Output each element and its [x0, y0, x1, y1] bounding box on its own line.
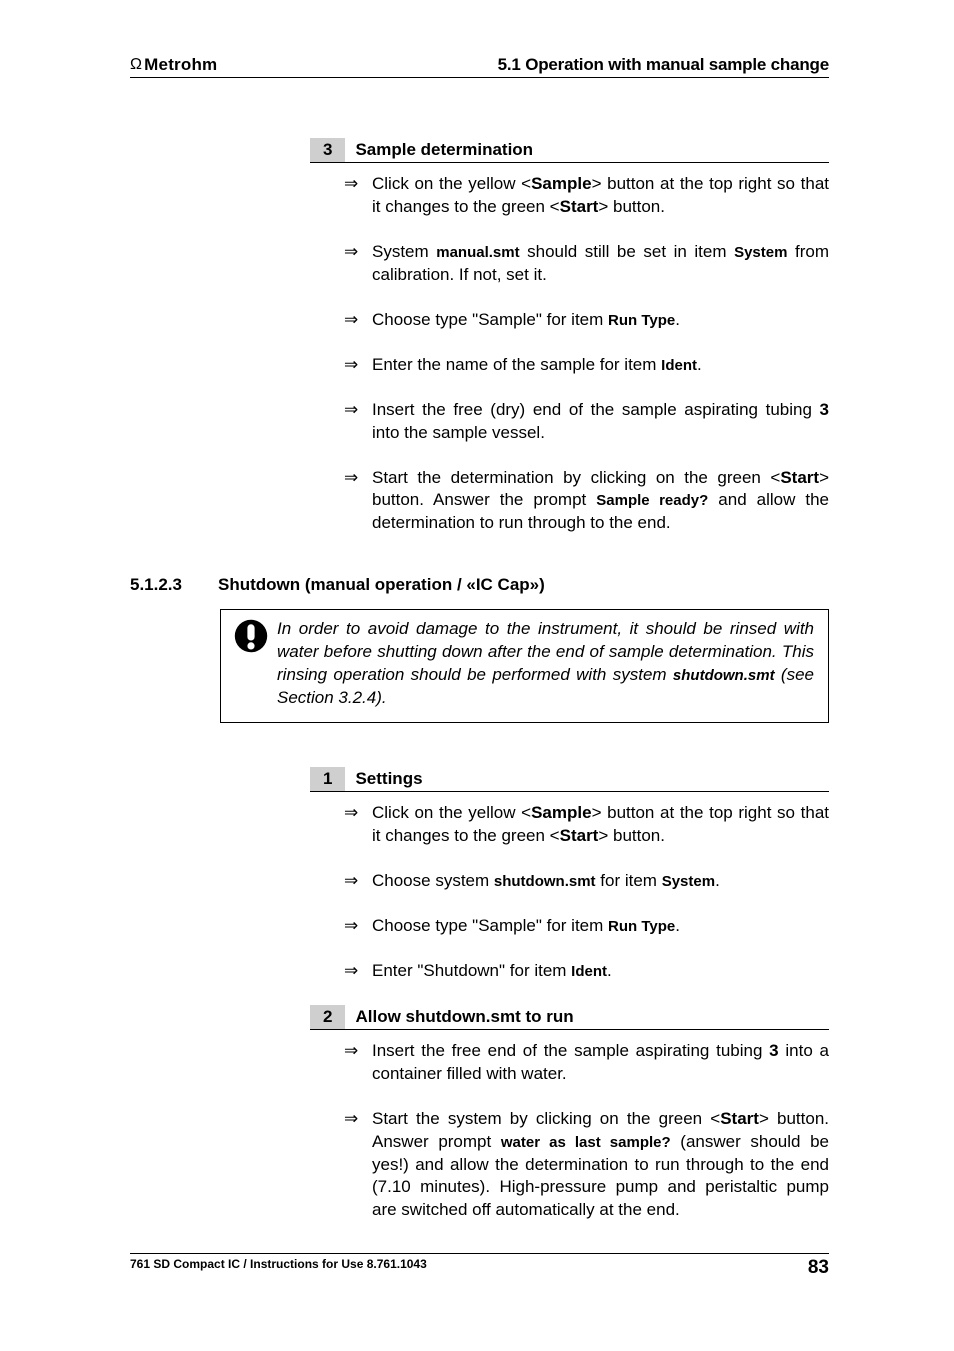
warning-text: In order to avoid damage to the instrume…: [277, 618, 814, 710]
list-item: Insert the free end of the sample aspira…: [344, 1040, 829, 1086]
block-1-head: 1 Settings: [310, 767, 829, 792]
list-item: Enter the name of the sample for item Id…: [344, 354, 829, 377]
warning-note: In order to avoid damage to the instrume…: [220, 609, 829, 723]
header-section: 5.1 Operation with manual sample change: [498, 55, 829, 75]
list-item: Start the system by clicking on the gree…: [344, 1108, 829, 1223]
block-3: 3 Sample determination Click on the yell…: [310, 138, 829, 535]
step-number: 2: [310, 1005, 345, 1029]
block-2-head: 2 Allow shutdown.smt to run: [310, 1005, 829, 1030]
step-number: 1: [310, 767, 345, 791]
block-1: 1 Settings Click on the yellow <Sample> …: [310, 767, 829, 983]
page-number: 83: [808, 1257, 829, 1279]
step-number: 3: [310, 138, 345, 162]
list-item: Choose system shutdown.smt for item Syst…: [344, 870, 829, 893]
step-title: Allow shutdown.smt to run: [355, 1007, 573, 1027]
list-item: Start the determination by clicking on t…: [344, 467, 829, 536]
brand: ΩMetrohm: [130, 55, 217, 75]
section-heading: 5.1.2.3 Shutdown (manual operation / «IC…: [130, 575, 829, 595]
warning-icon: [233, 618, 277, 710]
page-footer: 761 SD Compact IC / Instructions for Use…: [130, 1253, 829, 1279]
page: ΩMetrohm 5.1 Operation with manual sampl…: [0, 0, 954, 1351]
footer-doc-id: 761 SD Compact IC / Instructions for Use…: [130, 1257, 427, 1271]
step-title: Sample determination: [355, 140, 533, 160]
page-header: ΩMetrohm 5.1 Operation with manual sampl…: [130, 55, 829, 78]
list-item: Insert the free (dry) end of the sample …: [344, 399, 829, 445]
block-3-list: Click on the yellow <Sample> button at t…: [344, 173, 829, 535]
step-title: Settings: [355, 769, 422, 789]
list-item: Click on the yellow <Sample> button at t…: [344, 802, 829, 848]
block-1-list: Click on the yellow <Sample> button at t…: [344, 802, 829, 983]
list-item: Click on the yellow <Sample> button at t…: [344, 173, 829, 219]
list-item: Enter "Shutdown" for item Ident.: [344, 960, 829, 983]
block-2: 2 Allow shutdown.smt to run Insert the f…: [310, 1005, 829, 1223]
section-title: Shutdown (manual operation / «IC Cap»): [218, 575, 545, 595]
list-item: Choose type "Sample" for item Run Type.: [344, 309, 829, 332]
brand-text: Metrohm: [144, 55, 217, 75]
list-item: Choose type "Sample" for item Run Type.: [344, 915, 829, 938]
list-item: System manual.smt should still be set in…: [344, 241, 829, 287]
block-2-list: Insert the free end of the sample aspira…: [344, 1040, 829, 1223]
brand-icon: Ω: [130, 56, 142, 74]
section-number: 5.1.2.3: [130, 575, 218, 595]
block-3-head: 3 Sample determination: [310, 138, 829, 163]
